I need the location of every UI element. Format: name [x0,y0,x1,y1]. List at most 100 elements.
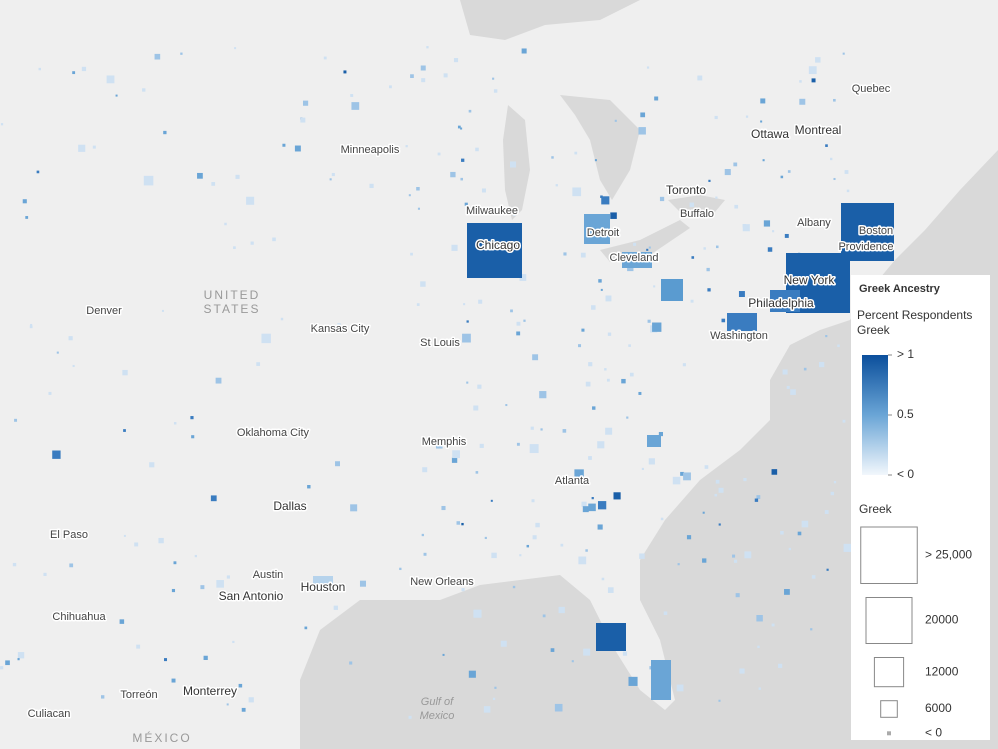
map-symbol [304,626,308,630]
map-symbol [302,100,309,106]
map-symbol [164,658,168,662]
map-label: St Louis [420,337,460,349]
lake-ontario [668,195,725,212]
map-symbol [492,697,496,701]
map-symbol [743,477,747,482]
map-symbol [17,658,20,661]
map-symbol [745,115,749,118]
map-symbol [173,561,177,565]
map-label: Toronto [666,183,706,197]
map-symbol [733,162,738,167]
map-symbol [462,333,471,343]
map-symbol [756,615,763,622]
map-symbol [572,187,582,197]
map-symbol [200,585,205,590]
map-label: Atlanta [555,475,590,487]
map-symbol [702,558,707,563]
map-symbol [410,252,413,256]
map-symbol [475,471,479,474]
map-label: MÉXICO [132,730,191,745]
map-label: Philadelphia [748,296,814,310]
map-symbol [830,157,833,161]
map-symbol [256,362,261,366]
map-symbol [519,554,522,557]
map-label: Dallas [273,499,306,513]
map-symbol [461,588,465,592]
ocean [300,150,998,749]
map-symbol [578,344,582,348]
map-symbol [715,245,719,249]
map-symbol [521,48,527,54]
map-label: Denver [86,305,122,317]
lake-huron [560,95,640,200]
size-tick-label: 6000 [925,701,952,715]
map-symbol [591,496,594,500]
map-symbol [442,653,445,656]
size-swatch [865,597,913,644]
map-symbol [786,385,790,389]
map-symbol [509,161,517,168]
map-symbol [815,57,821,63]
map-symbol [772,230,775,233]
map-symbol [513,213,516,217]
map-symbol [824,510,829,514]
map-symbol [718,487,724,493]
map-symbol [226,575,230,579]
map-symbol [600,288,603,291]
map-symbol [519,274,527,281]
map-symbol [638,391,642,395]
map-symbol [833,481,837,484]
map-symbol [588,362,593,367]
map-symbol [708,179,711,182]
map-symbol [622,252,652,268]
map-symbol [799,98,806,105]
map-symbol [844,170,849,174]
map-symbol [659,196,665,202]
lake-erie [600,220,690,262]
map-symbol [581,501,587,507]
map-symbol [588,503,596,512]
map-symbol [313,576,333,590]
map-symbol [597,524,603,530]
map-symbol [734,204,739,209]
map-symbols [0,46,852,719]
map-symbol [81,66,87,72]
map-symbol [562,429,567,433]
map-symbol [52,450,61,459]
map-symbol [17,652,25,659]
map-label: San Antonio [219,589,284,603]
map-symbol [532,354,539,361]
map-symbol [333,605,338,610]
map-label: Cleveland [610,252,659,264]
legend-color-title: Percent Respondents Greek [857,308,973,337]
map-symbol [453,58,459,63]
map-symbol [422,467,428,473]
map-symbol [272,237,276,242]
map-label: New York [784,273,836,287]
map-symbol [408,194,411,197]
map-symbol [780,175,784,179]
map-symbol [123,429,126,432]
map-symbol [782,369,788,375]
map-symbol [359,580,367,587]
map-symbol [468,109,472,113]
map-symbol [597,441,605,449]
map-symbol [574,151,578,155]
map-label: Houston [301,580,346,594]
legend-title: Greek Ancestry [859,283,941,295]
map-symbol [767,247,773,252]
map-symbol [350,504,358,512]
map-symbol [22,199,27,204]
map-symbol [738,291,745,297]
map-symbol [647,435,661,447]
map-symbol [742,224,750,232]
map-symbol [540,428,543,431]
map-symbol [294,145,301,152]
map-symbol [690,299,694,303]
map-label: Minneapolis [341,144,400,156]
map-symbol [846,189,850,193]
map-symbol [48,391,52,395]
map-symbol [460,177,463,181]
map-symbol [423,552,427,556]
map-symbol [706,267,710,272]
